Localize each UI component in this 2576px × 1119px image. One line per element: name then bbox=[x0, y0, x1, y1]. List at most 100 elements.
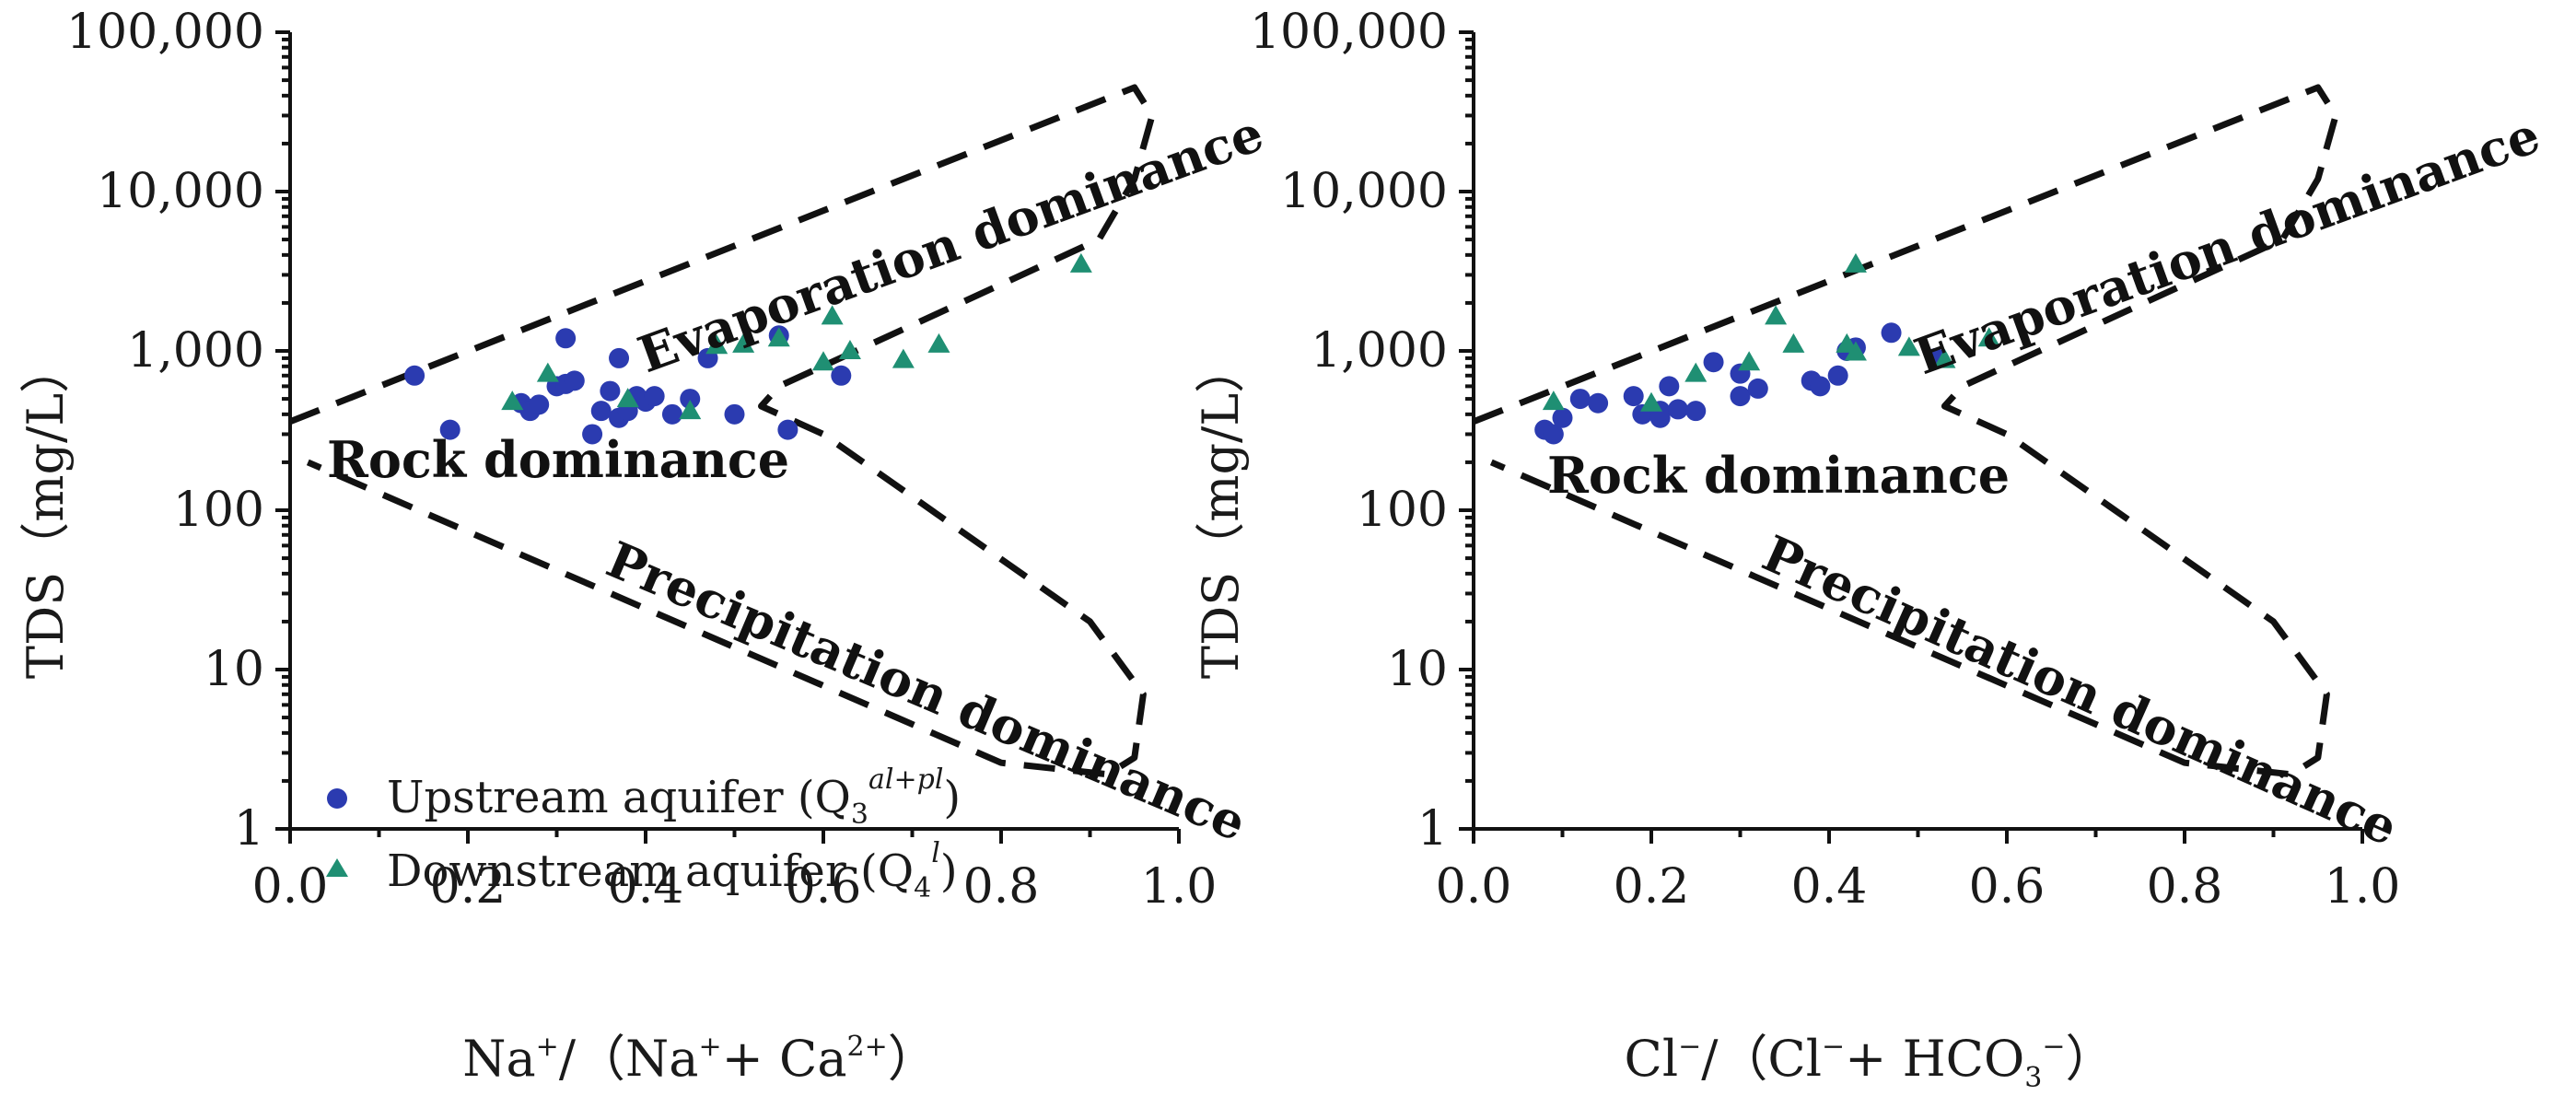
right-upstream-point bbox=[1667, 399, 1688, 420]
right-upstream-point bbox=[1685, 401, 1707, 422]
left-downstream-point bbox=[616, 388, 639, 408]
right-downstream-point bbox=[1933, 348, 1956, 368]
right-region-precipitation: Precipitation dominance bbox=[1754, 523, 2407, 857]
right-upstream-point bbox=[1543, 424, 1564, 445]
right-upstream-point bbox=[1703, 352, 1724, 373]
right-region-evaporation: Evaporation dominance bbox=[1907, 105, 2547, 386]
left-x-tick-label: 1.0 bbox=[1141, 859, 1218, 915]
left-x-tick-label: 0.6 bbox=[786, 859, 862, 915]
right-downstream-point bbox=[1977, 327, 2000, 347]
left-downstream-point bbox=[767, 327, 790, 347]
right-y-tick-label: 1,000 bbox=[1311, 323, 1448, 379]
right-x-tick-label: 1.0 bbox=[2325, 859, 2401, 915]
left-downstream-point bbox=[927, 332, 950, 353]
left-upstream-point bbox=[582, 424, 603, 445]
left-boundary-lines bbox=[288, 84, 1156, 778]
left-y-tick-label: 10,000 bbox=[97, 164, 264, 219]
left-x-tick-label: 0.0 bbox=[252, 859, 329, 915]
right-upstream-point bbox=[1747, 378, 1768, 399]
left-region-evaporation: Evaporation dominance bbox=[631, 103, 1271, 384]
left-upstream-point bbox=[439, 419, 460, 440]
legend-downstream-marker bbox=[326, 858, 348, 877]
legend-upstream-label: Upstream aquifer (Q3al+pl) bbox=[387, 763, 961, 831]
left-downstream-point bbox=[812, 351, 834, 371]
left-downstream-point bbox=[536, 362, 559, 382]
left-upstream-point bbox=[724, 403, 745, 425]
right-boundary-lines bbox=[1472, 84, 2339, 778]
right-data-points bbox=[1534, 252, 2000, 445]
right-downstream-point bbox=[1844, 341, 1867, 361]
left-panel: 1 10 100 1,000 10,000 100,000 0.0 0.2 0.4 0.6 0.8 1… bbox=[17, 5, 1271, 1088]
right-downstream-point bbox=[1765, 305, 1788, 325]
right-upstream-point bbox=[1730, 386, 1751, 407]
right-y-tick-label: 100 bbox=[1357, 483, 1448, 538]
left-y-tick-label: 100 bbox=[173, 483, 264, 538]
right-y-tick-label: 10 bbox=[1387, 642, 1448, 697]
legend-downstream-label: Downstream aquifer (Q4l) bbox=[387, 837, 958, 904]
right-downstream-point bbox=[1782, 332, 1805, 353]
left-y-axis-title: TDS（mg/L） bbox=[17, 344, 75, 679]
left-y-tick-label: 1,000 bbox=[127, 323, 264, 379]
right-downstream-point bbox=[1542, 390, 1565, 411]
right-x-tick-label: 0.4 bbox=[1791, 859, 1868, 915]
left-axes: 1 10 100 1,000 10,000 100,000 0.0 0.2 0.4 0.6 0.8 1… bbox=[66, 5, 1217, 915]
left-upstream-point bbox=[680, 389, 701, 410]
right-upstream-point bbox=[1569, 389, 1591, 410]
right-x-tick-label: 0.2 bbox=[1614, 859, 1690, 915]
left-downstream-point bbox=[732, 332, 755, 353]
left-downstream-point bbox=[1069, 252, 1092, 273]
left-downstream-point bbox=[838, 340, 861, 359]
left-upstream-point bbox=[564, 370, 585, 391]
left-x-axis-title: Na+/（Na++ Ca2+） bbox=[462, 1030, 938, 1088]
right-x-tick-label: 0.6 bbox=[1969, 859, 2046, 915]
left-downstream-point bbox=[892, 348, 915, 368]
left-upstream-point bbox=[555, 328, 577, 349]
right-region-rock: Rock dominance bbox=[1547, 446, 2010, 505]
legend-upstream-marker bbox=[327, 788, 347, 809]
left-upstream-point bbox=[609, 347, 630, 368]
left-x-tick-label: 0.4 bbox=[608, 859, 684, 915]
left-upstream-point bbox=[661, 403, 682, 425]
left-data-points bbox=[404, 252, 1092, 445]
left-upstream-point bbox=[590, 401, 612, 422]
right-axes: 1 10 100 1,000 10,000 100,000 0.0 0.2 0.4 0.6 0.8 1… bbox=[1250, 5, 2400, 915]
left-downstream-point bbox=[705, 334, 729, 355]
right-upstream-point bbox=[1881, 322, 1902, 344]
right-y-tick-label: 100,000 bbox=[1250, 5, 1448, 60]
right-y-axis-title: TDS（mg/L） bbox=[1192, 344, 1250, 679]
right-downstream-point bbox=[1844, 252, 1867, 273]
left-upstream-point bbox=[404, 365, 425, 386]
right-y-tick-label: 1 bbox=[1417, 801, 1448, 857]
right-upstream-point bbox=[1827, 365, 1848, 386]
left-downstream-point bbox=[821, 305, 844, 325]
right-y-tick-label: 10,000 bbox=[1280, 164, 1448, 219]
left-y-tick-label: 100,000 bbox=[66, 5, 264, 60]
right-x-tick-label: 0.0 bbox=[1436, 859, 1512, 915]
right-upstream-point bbox=[1588, 392, 1609, 414]
right-x-tick-label: 0.8 bbox=[2147, 859, 2223, 915]
right-downstream-point bbox=[1738, 351, 1761, 371]
left-downstream-point bbox=[501, 390, 524, 411]
right-x-axis-title: Cl−/（Cl−+ HCO3−） bbox=[1625, 1030, 2116, 1094]
left-gibbs-boundary bbox=[288, 84, 1156, 778]
right-gibbs-boundary bbox=[1472, 84, 2339, 778]
left-y-tick-label: 1 bbox=[234, 801, 264, 857]
left-x-tick-label: 0.2 bbox=[430, 859, 507, 915]
right-downstream-point bbox=[1897, 336, 1920, 356]
right-upstream-point bbox=[1552, 407, 1573, 428]
left-downstream-point bbox=[679, 400, 702, 420]
left-upstream-point bbox=[777, 419, 798, 440]
left-y-tick-label: 10 bbox=[204, 642, 264, 697]
left-region-rock: Rock dominance bbox=[327, 430, 789, 489]
right-downstream-point bbox=[1684, 362, 1708, 382]
left-upstream-point bbox=[831, 365, 852, 386]
legend: Upstream aquifer (Q3al+pl) Downstream aq… bbox=[326, 763, 961, 904]
right-upstream-point bbox=[1659, 376, 1680, 397]
right-upstream-point bbox=[1623, 386, 1644, 407]
right-panel: 1 10 100 1,000 10,000 100,000 0.0 0.2 0.4 0.6 0.8 1… bbox=[1192, 5, 2547, 1094]
right-upstream-point bbox=[1810, 376, 1831, 397]
right-downstream-point bbox=[1640, 391, 1662, 412]
left-upstream-point bbox=[529, 394, 550, 415]
left-x-tick-label: 0.8 bbox=[963, 859, 1040, 915]
